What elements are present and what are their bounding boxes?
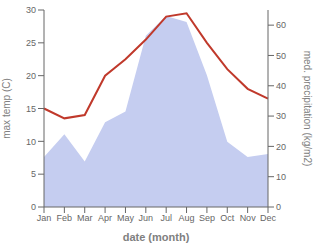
svg-text:30: 30	[276, 111, 286, 121]
svg-text:30: 30	[26, 5, 36, 15]
svg-text:Jul: Jul	[160, 213, 172, 223]
svg-text:date (month): date (month)	[123, 231, 190, 243]
svg-text:25: 25	[26, 38, 36, 48]
svg-text:10: 10	[26, 137, 36, 147]
svg-text:0: 0	[276, 202, 281, 212]
svg-text:med. precipitation (kg/m2): med. precipitation (kg/m2)	[302, 51, 310, 167]
svg-text:Nov: Nov	[240, 213, 257, 223]
svg-text:20: 20	[26, 71, 36, 81]
svg-text:Sep: Sep	[199, 213, 215, 223]
svg-text:40: 40	[276, 81, 286, 91]
svg-text:10: 10	[276, 172, 286, 182]
svg-text:15: 15	[26, 104, 36, 114]
svg-text:Apr: Apr	[98, 213, 112, 223]
svg-text:Aug: Aug	[179, 213, 195, 223]
svg-text:Oct: Oct	[220, 213, 235, 223]
svg-text:20: 20	[276, 142, 286, 152]
svg-text:60: 60	[276, 20, 286, 30]
svg-text:Mar: Mar	[77, 213, 93, 223]
svg-text:Dec: Dec	[260, 213, 277, 223]
svg-text:0: 0	[31, 202, 36, 212]
svg-text:max temp (C): max temp (C)	[8, 78, 12, 139]
svg-text:Jan: Jan	[37, 213, 52, 223]
svg-text:Feb: Feb	[57, 213, 73, 223]
svg-text:5: 5	[31, 169, 36, 179]
svg-text:50: 50	[276, 51, 286, 61]
svg-text:Jun: Jun	[139, 213, 154, 223]
svg-text:May: May	[117, 213, 135, 223]
